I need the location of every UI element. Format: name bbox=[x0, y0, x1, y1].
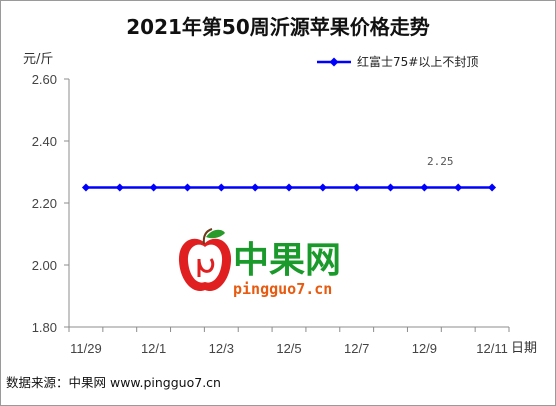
data-point-marker bbox=[81, 183, 90, 192]
data-annotation: 2.25 bbox=[427, 155, 454, 168]
x-tick-label: 12/1 bbox=[141, 341, 166, 356]
y-tick-label: 2.00 bbox=[32, 258, 57, 273]
series-layer bbox=[81, 183, 497, 192]
data-point-marker bbox=[386, 183, 395, 192]
data-point-marker bbox=[318, 183, 327, 192]
y-tick-label: 2.40 bbox=[32, 134, 57, 149]
source-note: 数据来源：中果网 www.pingguo7.cn bbox=[6, 375, 221, 390]
apple-logo-icon bbox=[178, 228, 232, 292]
legend-label: 红富士75#以上不封顶 bbox=[357, 54, 478, 69]
data-point-marker bbox=[488, 183, 497, 192]
x-tick-label: 12/9 bbox=[412, 341, 437, 356]
x-axis-unit: 日期 bbox=[511, 341, 537, 356]
data-point-marker bbox=[285, 183, 293, 192]
data-point-marker bbox=[183, 183, 192, 192]
data-point-marker bbox=[217, 183, 226, 192]
data-point-marker bbox=[352, 183, 361, 192]
chart-title: 2021年第50周沂源苹果价格走势 bbox=[126, 15, 430, 39]
axes: 2.60 2.40 2.20 2.00 1.80 11/29 12/1 12/3 12/5 12/… bbox=[32, 72, 510, 356]
y-tick-label: 2.60 bbox=[32, 72, 57, 87]
data-point-marker bbox=[149, 183, 158, 192]
legend: 红富士75#以上不封顶 bbox=[317, 54, 478, 69]
y-axis-unit: 元/斤 bbox=[23, 52, 53, 67]
x-tick-label: 12/3 bbox=[209, 341, 234, 356]
data-point-marker bbox=[454, 183, 463, 192]
y-tick-label: 1.80 bbox=[32, 320, 57, 335]
legend-swatch-marker bbox=[329, 57, 339, 67]
x-tick-label: 12/5 bbox=[276, 341, 301, 356]
data-point-marker bbox=[115, 183, 124, 192]
data-point-marker bbox=[420, 183, 429, 192]
y-tick-label: 2.20 bbox=[32, 196, 57, 211]
watermark-site: pingguo7.cn bbox=[233, 280, 332, 298]
watermark-brand: 中果网 bbox=[233, 240, 341, 281]
watermark: 中果网 pingguo7.cn bbox=[178, 228, 341, 298]
x-tick-label: 12/11 bbox=[476, 341, 508, 356]
x-tick-label: 11/29 bbox=[70, 341, 102, 356]
x-tick-label: 12/7 bbox=[344, 341, 369, 356]
data-point-marker bbox=[251, 183, 260, 192]
